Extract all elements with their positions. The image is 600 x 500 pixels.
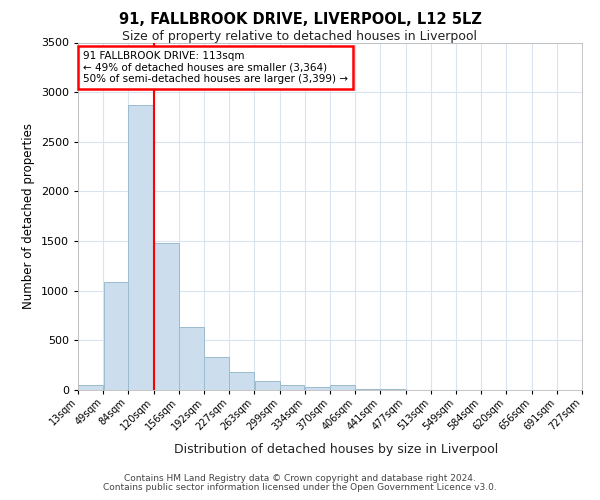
Bar bbox=[104, 282, 128, 390]
Bar bbox=[305, 386, 330, 390]
Bar bbox=[280, 384, 304, 390]
Bar bbox=[356, 388, 380, 390]
Text: 91 FALLBROOK DRIVE: 113sqm
← 49% of detached houses are smaller (3,364)
50% of s: 91 FALLBROOK DRIVE: 113sqm ← 49% of deta… bbox=[83, 51, 348, 84]
Text: 91, FALLBROOK DRIVE, LIVERPOOL, L12 5LZ: 91, FALLBROOK DRIVE, LIVERPOOL, L12 5LZ bbox=[119, 12, 481, 28]
Bar bbox=[254, 380, 280, 390]
Bar bbox=[78, 385, 103, 390]
Bar bbox=[179, 328, 204, 390]
FancyBboxPatch shape bbox=[78, 46, 353, 89]
Text: Size of property relative to detached houses in Liverpool: Size of property relative to detached ho… bbox=[122, 30, 478, 43]
Bar bbox=[154, 243, 179, 390]
Text: Contains public sector information licensed under the Open Government Licence v3: Contains public sector information licen… bbox=[103, 483, 497, 492]
Y-axis label: Number of detached properties: Number of detached properties bbox=[22, 123, 35, 309]
Bar bbox=[205, 357, 229, 390]
Bar bbox=[330, 384, 355, 390]
Text: Distribution of detached houses by size in Liverpool: Distribution of detached houses by size … bbox=[174, 442, 498, 456]
Bar bbox=[128, 105, 154, 390]
Bar bbox=[380, 389, 406, 390]
Text: Contains HM Land Registry data © Crown copyright and database right 2024.: Contains HM Land Registry data © Crown c… bbox=[124, 474, 476, 483]
Bar bbox=[229, 372, 254, 390]
